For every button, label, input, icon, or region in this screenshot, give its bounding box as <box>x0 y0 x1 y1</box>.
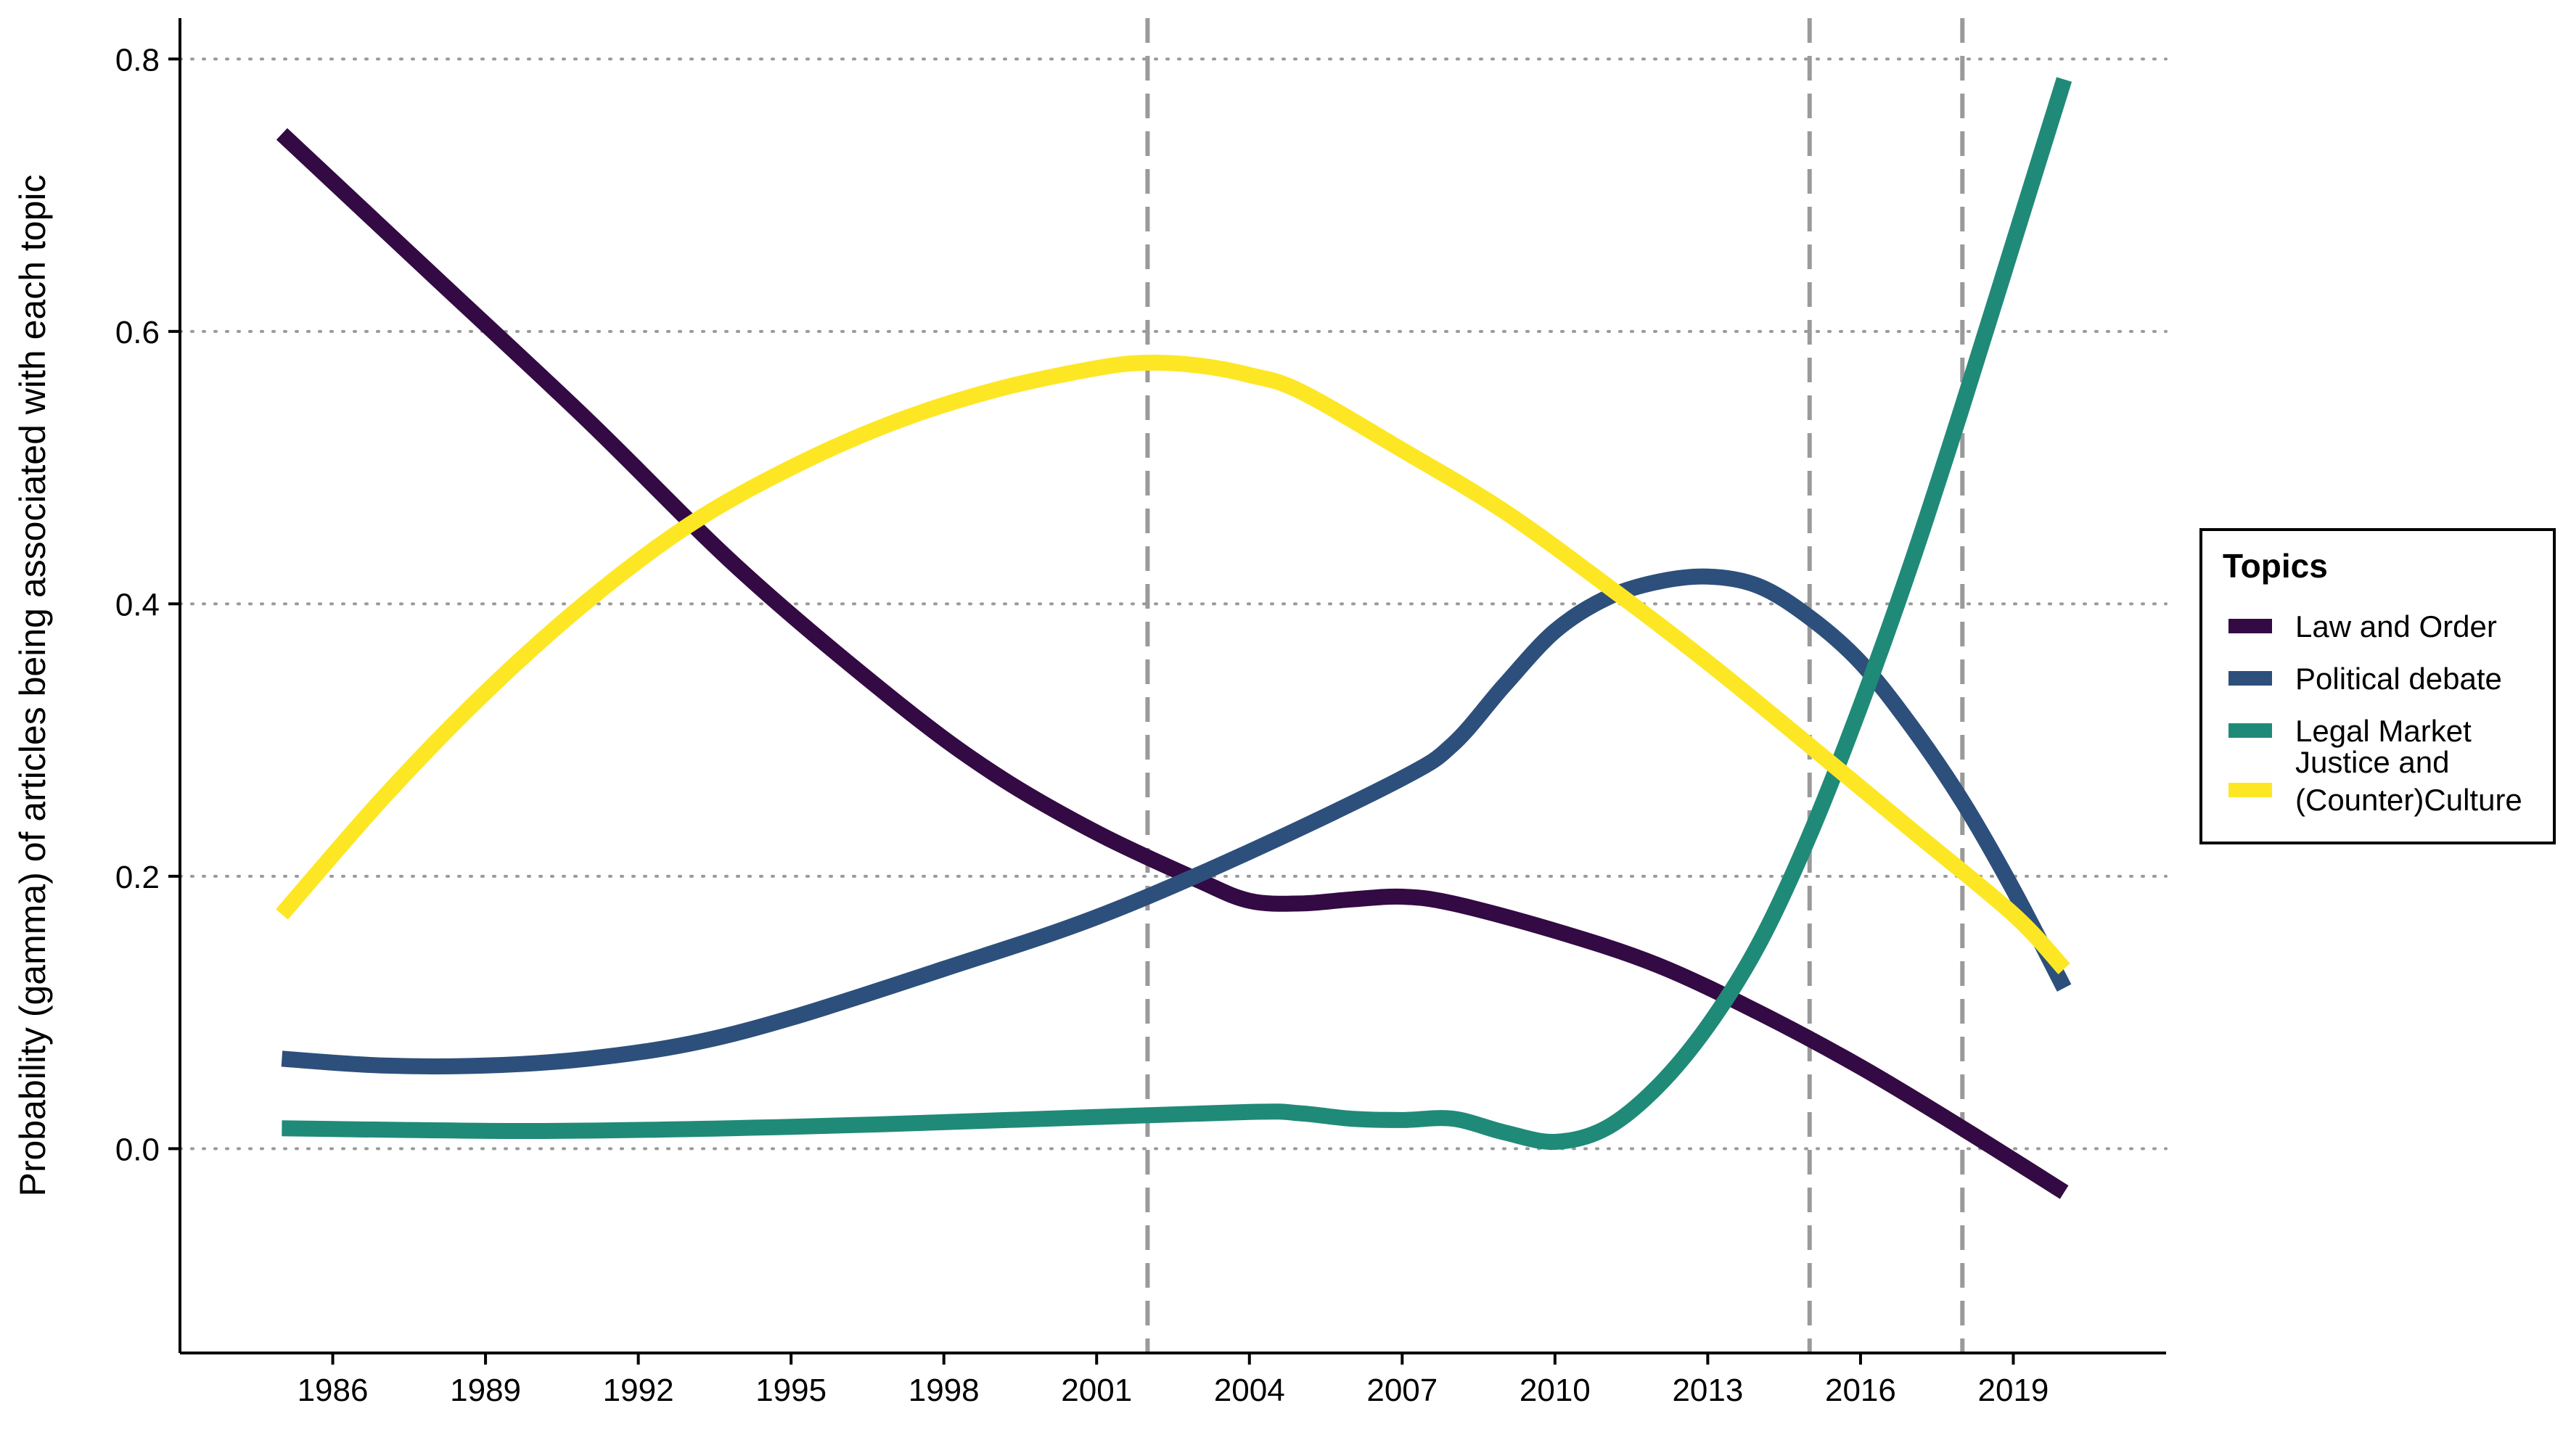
x-tick-label-2010: 2010 <box>1520 1373 1591 1408</box>
x-tick-label-1998: 1998 <box>909 1373 980 1408</box>
series-line-political-debate <box>281 568 2072 1074</box>
legend-label-justice-and-counter-culture: Justice and (Counter)Culture <box>2295 745 2522 817</box>
x-tick-label-2004: 2004 <box>1214 1373 1285 1408</box>
y-tick-label-1: 0.2 <box>115 860 160 895</box>
legend-label-legal-market: Legal Market <box>2295 714 2472 748</box>
x-tick-label-1989: 1989 <box>450 1373 521 1408</box>
y-tick-label-3: 0.6 <box>115 315 160 350</box>
y-tick-label-4: 0.8 <box>115 42 160 78</box>
x-tick-label-2001: 2001 <box>1061 1373 1132 1408</box>
legend-item-law-and-order: Law and Order <box>2228 609 2497 643</box>
axes <box>179 18 2166 1354</box>
x-tick-label-1995: 1995 <box>755 1373 827 1408</box>
y-axis-ticks: 0.0 0.2 0.4 0.6 0.8 <box>115 42 180 1167</box>
reference-lines <box>1145 18 1965 1353</box>
series-line-justice-and-counter-culture <box>276 354 2070 975</box>
x-axis-ticks: 1986 1989 1992 1995 1998 2001 2004 2007 2010 2013… <box>298 1353 2049 1408</box>
y-tick-label-2: 0.4 <box>115 587 160 622</box>
x-tick-label-2007: 2007 <box>1366 1373 1438 1408</box>
x-tick-label-2013: 2013 <box>1672 1373 1743 1408</box>
legend: Topics Law and Order Political debate Legal… <box>2199 528 2556 844</box>
series-line-law-and-order <box>276 128 2069 1199</box>
series-lines <box>276 77 2072 1199</box>
legend-item-justice-and-counter-culture: Justice and (Counter)Culture <box>2228 745 2522 817</box>
legend-item-legal-market: Legal Market <box>2228 714 2472 748</box>
legend-label-law-and-order: Law and Order <box>2295 609 2497 643</box>
legend-title: Topics <box>2223 547 2328 585</box>
series-line-legal-market <box>282 77 2072 1151</box>
y-tick-label-0: 0.0 <box>115 1132 160 1167</box>
x-tick-label-1992: 1992 <box>603 1373 674 1408</box>
x-tick-label-2016: 2016 <box>1825 1373 1896 1408</box>
x-tick-label-2019: 2019 <box>1978 1373 2049 1408</box>
gridlines <box>179 57 2168 1151</box>
y-axis-title: Probability (gamma) of articles being as… <box>12 174 53 1196</box>
x-tick-label-1986: 1986 <box>298 1373 369 1408</box>
legend-label-political-debate: Political debate <box>2295 662 2502 696</box>
legend-item-political-debate: Political debate <box>2228 662 2502 696</box>
